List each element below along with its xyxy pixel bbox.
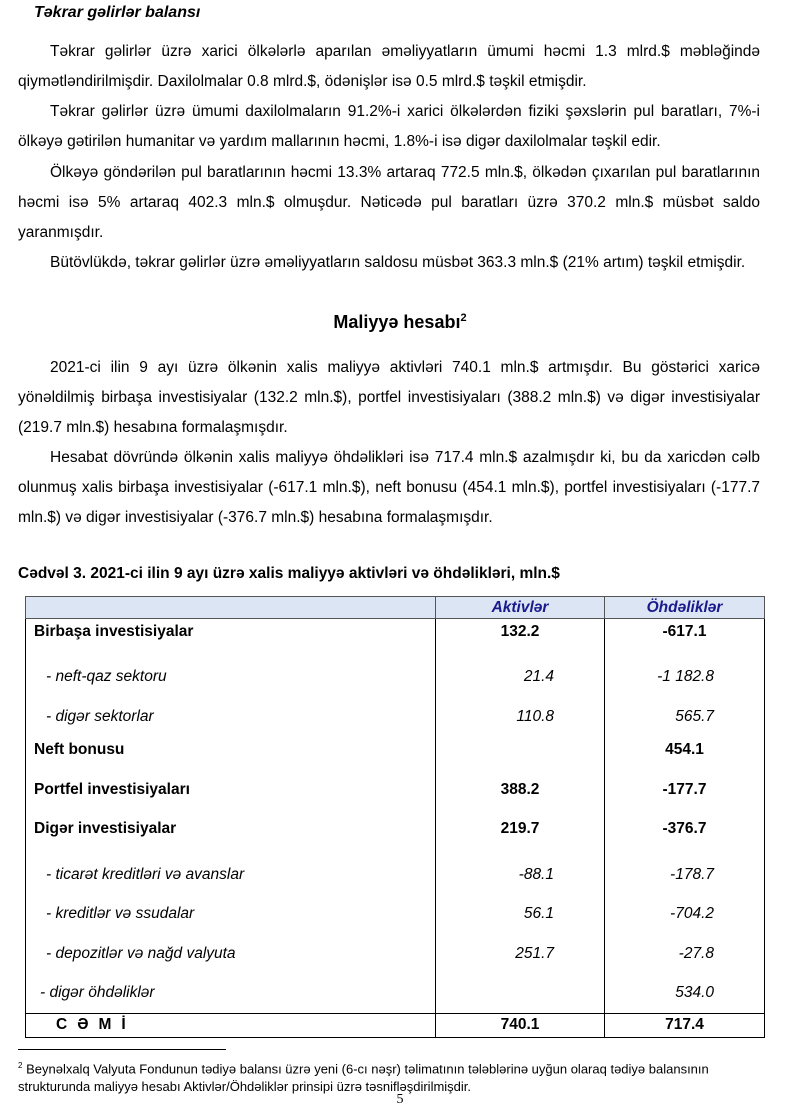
footnote-mark: 2 [18,1061,23,1070]
footnote-ref: 2 [460,312,467,324]
table-row: Portfel investisiyaları 388.2 -177.7 [25,776,765,816]
financial-table: Aktivlər Öhdəliklər Birbaşa investisiyal… [25,596,765,1038]
row-assets: 388.2 [435,776,605,816]
row-label: Neft bonusu [25,737,436,777]
footnote-separator [18,1049,226,1050]
row-liabilities: -1 182.8 [604,658,765,698]
header-cell [25,596,436,619]
row-label: - digər öhdəliklər [25,974,436,1014]
row-assets: -88.1 [435,855,605,895]
row-label: Digər investisiyalar [25,816,436,856]
row-label: - kreditlər və ssudalar [25,895,436,935]
table-header: Aktivlər Öhdəliklər [25,596,765,619]
row-assets: 56.1 [435,895,605,935]
paragraph: 2021-ci ilin 9 ayı üzrə ölkənin xalis ma… [18,359,760,436]
row-label: - depozitlər və nağd valyuta [25,934,436,974]
table-row: - ticarət kreditləri və avanslar -88.1 -17… [25,855,765,895]
row-label: - digər sektorlar [25,697,436,737]
row-liabilities: -617.1 [604,618,765,658]
paragraph: Hesabat dövründə ölkənin xalis maliyyə ö… [18,449,760,526]
row-liabilities: 534.0 [604,974,765,1014]
table-row: - digər öhdəliklər 534.0 [25,974,765,1014]
heading-text: Maliyyə hesabı [333,312,461,332]
row-label: Birbaşa investisiyalar [25,618,436,658]
total-row: CƏMİ 740.1 717.4 [25,1013,765,1038]
header-liabilities: Öhdəliklər [604,596,765,619]
row-label: Portfel investisiyaları [25,776,436,816]
table-row: Birbaşa investisiyalar 132.2 -617.1 [25,618,765,658]
table-row: Digər investisiyalar 219.7 -376.7 [25,816,765,856]
row-assets: 251.7 [435,934,605,974]
row-assets: 219.7 [435,816,605,856]
row-liabilities: -376.7 [604,816,765,856]
table-row: - depozitlər və nağd valyuta 251.7 -27.8 [25,934,765,974]
row-liabilities: -704.2 [604,895,765,935]
section-title-financial-account: Maliyyə hesabı2 [0,312,800,333]
row-assets [435,974,605,1014]
row-liabilities: -177.7 [604,776,765,816]
table-row: - neft-qaz sektoru 21.4 -1 182.8 [25,658,765,698]
paragraph: Bütövlükdə, təkrar gəlirlər üzrə əməliyy… [50,254,746,271]
header-assets: Aktivlər [435,596,605,619]
row-assets: 21.4 [435,658,605,698]
paragraph: Təkrar gəlirlər üzrə xarici ölkələrlə ap… [18,43,760,90]
paragraph: Ölkəyə göndərilən pul baratlarının həcmi… [18,164,760,241]
table-row: - digər sektorlar 110.8 565.7 [25,697,765,737]
table-row: - kreditlər və ssudalar 56.1 -704.2 [25,895,765,935]
paragraph: Təkrar gəlirlər üzrə ümumi daxilolmaları… [18,103,760,150]
total-liabilities: 717.4 [604,1013,765,1038]
row-label: - neft-qaz sektoru [25,658,436,698]
row-assets: 132.2 [435,618,605,658]
row-liabilities: -178.7 [604,855,765,895]
row-label: - ticarət kreditləri və avanslar [25,855,436,895]
table-row: Neft bonusu 454.1 [25,737,765,777]
total-assets: 740.1 [435,1013,605,1038]
footnote: 2 Beynəlxalq Valyuta Fondunun tədiyə bal… [18,1057,778,1096]
page-number: 5 [396,1092,404,1107]
row-assets [435,737,605,777]
table-caption: Cədvəl 3. 2021-ci ilin 9 ayı üzrə xalis … [18,565,560,582]
row-assets: 110.8 [435,697,605,737]
total-label: CƏMİ [25,1013,436,1038]
footnote-text: Beynəlxalq Valyuta Fondunun tədiyə balan… [18,1061,709,1095]
row-liabilities: -27.8 [604,934,765,974]
row-liabilities: 454.1 [604,737,765,777]
section-title-secondary-income: Təkrar gəlirlər balansı [34,4,201,21]
row-liabilities: 565.7 [604,697,765,737]
